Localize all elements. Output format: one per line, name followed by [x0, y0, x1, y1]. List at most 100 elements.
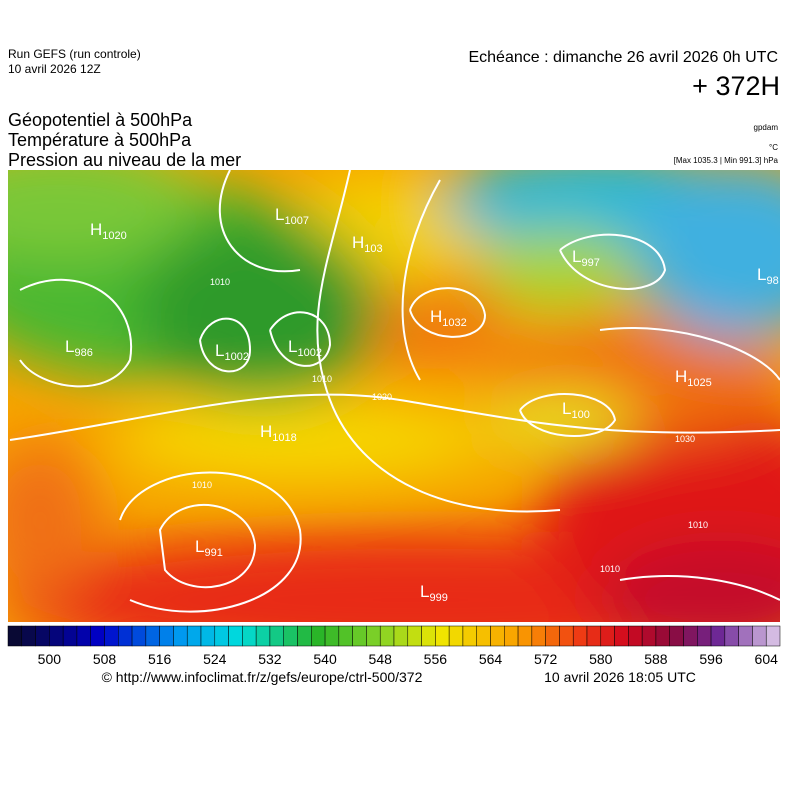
colorbar-cell	[738, 625, 753, 647]
colorbar-cell	[214, 625, 229, 647]
pressure-center: H1025	[675, 367, 712, 389]
colorbar-cell	[641, 625, 657, 647]
colorbar-tick-label: 596	[699, 651, 723, 667]
pressure-center: L999	[420, 582, 448, 604]
colorbar-cell	[559, 625, 574, 647]
center-value: 999	[429, 592, 447, 604]
lead-time: + 372H	[692, 71, 780, 101]
pressure-center: H1020	[90, 220, 127, 242]
center-type: L	[288, 337, 297, 356]
colorbar-cell	[159, 625, 174, 647]
pressure-center: L98	[757, 265, 779, 287]
colorbar-cell	[710, 625, 726, 647]
source-url: © http://www.infoclimat.fr/z/gefs/europe…	[102, 669, 423, 685]
center-type: L	[65, 337, 74, 356]
pressure-center: L100	[562, 399, 590, 421]
run-label: Run GEFS (run controle)	[8, 47, 141, 61]
echeance: Echéance : dimanche 26 avril 2026 0h UTC	[468, 49, 778, 66]
colorbar-cell	[600, 625, 615, 647]
colorbar-cell	[186, 625, 202, 647]
center-value: 100	[571, 409, 589, 421]
unit: gpdam	[754, 123, 779, 132]
colorbar-cell	[145, 625, 160, 647]
center-value: 986	[74, 347, 92, 359]
isobar-label: 1030	[675, 434, 695, 444]
colorbar-cell	[752, 625, 767, 647]
colorbar-cell	[269, 625, 284, 647]
colorbar-cell	[683, 625, 698, 647]
colorbar-tick-label: 588	[644, 651, 668, 667]
isobar-label: 1020	[372, 392, 392, 402]
colorbar-cell	[104, 625, 119, 647]
center-type: L	[195, 537, 204, 556]
colorbar-cell	[586, 625, 602, 647]
colorbar-tick-label: 556	[424, 651, 448, 667]
pressure-center: L1002	[288, 337, 322, 359]
center-type: H	[430, 307, 442, 326]
colorbar-cell	[324, 625, 340, 647]
center-value: 1020	[102, 230, 126, 242]
isobar-label: 1010	[192, 480, 212, 490]
colorbar-cell	[517, 625, 533, 647]
center-value: 1002	[224, 351, 248, 363]
center-type: H	[260, 422, 272, 441]
isobar-label: 1010	[210, 277, 230, 287]
colorbar-cell	[76, 625, 91, 647]
run-date: 10 avril 2026 12Z	[8, 62, 101, 76]
colorbar-cell	[338, 625, 353, 647]
center-type: L	[420, 582, 429, 601]
colorbar-cell	[90, 625, 105, 647]
center-type: H	[675, 367, 687, 386]
colorbar-cell	[35, 625, 50, 647]
pressure-center: L991	[195, 537, 223, 559]
colorbar-tick-label: 604	[755, 651, 779, 667]
colorbar-cell	[255, 625, 271, 647]
center-type: L	[757, 265, 766, 284]
colorbar-cell	[118, 625, 133, 647]
center-value: 997	[581, 257, 599, 269]
field-title: Pression au niveau de la mer	[8, 150, 241, 170]
colorbar-tick-label: 524	[203, 651, 227, 667]
colorbar-cell	[297, 625, 312, 647]
isobar-label: 1010	[312, 374, 332, 384]
center-value: 1018	[272, 432, 296, 444]
isobars	[9, 170, 780, 613]
colorbar-tick-label: 516	[148, 651, 172, 667]
colorbar-cell	[435, 625, 450, 647]
pressure-center: L986	[65, 337, 93, 359]
colorbar-cell	[504, 625, 519, 647]
pressure-center: L1007	[275, 205, 309, 227]
colorbar-cell	[448, 625, 464, 647]
center-value: 1002	[297, 347, 321, 359]
colorbar-tick-label: 508	[93, 651, 117, 667]
pressure-center: H1032	[430, 307, 467, 329]
pressure-center: H1018	[260, 422, 297, 444]
colorbar-cell	[62, 625, 78, 647]
colorbar-cell	[7, 625, 23, 647]
center-type: H	[90, 220, 102, 239]
colorbar-cell	[628, 625, 643, 647]
pressure-center: L997	[572, 247, 600, 269]
colorbar-cell	[228, 625, 243, 647]
center-value: 1032	[442, 317, 466, 329]
center-type: L	[572, 247, 581, 266]
unit: [Max 1035.3 | Min 991.3] hPa	[674, 156, 779, 165]
temperature-field	[8, 170, 780, 622]
colorbar-cell	[476, 625, 491, 647]
colorbar-cell	[697, 625, 712, 647]
colorbar-cell	[407, 625, 422, 647]
timestamp: 10 avril 2026 18:05 UTC	[544, 669, 696, 685]
colorbar-cell	[173, 625, 188, 647]
colorbar-tick-label: 572	[534, 651, 558, 667]
colorbar-cell	[242, 625, 257, 647]
colorbar-tick-label: 532	[258, 651, 282, 667]
pressure-center: L1002	[215, 341, 249, 363]
colorbar-cell	[765, 625, 781, 647]
colorbar-cell	[614, 625, 629, 647]
colorbar-tick-label: 564	[479, 651, 503, 667]
center-type: H	[352, 233, 364, 252]
pressure-center: H103	[352, 233, 383, 255]
colorbar-cell	[724, 625, 739, 647]
